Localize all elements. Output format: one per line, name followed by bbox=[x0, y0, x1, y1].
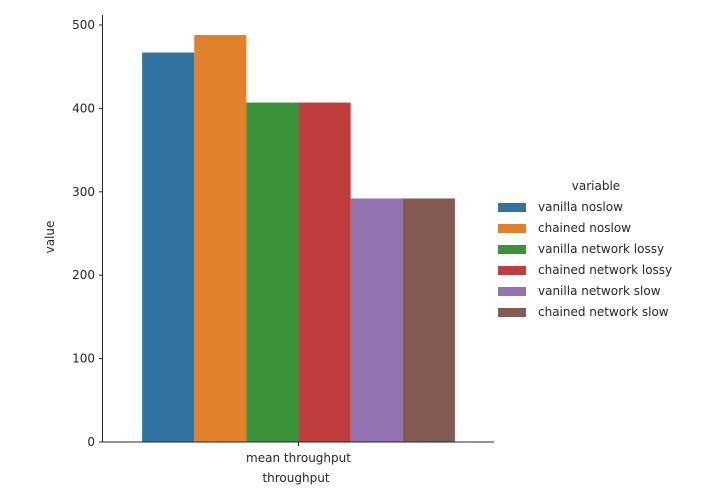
legend-label: chained network slow bbox=[538, 305, 669, 319]
legend-swatch bbox=[498, 266, 526, 275]
y-tick-label: 300 bbox=[72, 185, 95, 199]
bar bbox=[402, 198, 455, 442]
y-tick-label: 200 bbox=[72, 268, 95, 282]
legend-label: vanilla network slow bbox=[538, 284, 661, 298]
y-tick-label: 100 bbox=[72, 352, 95, 366]
x-tick-label: mean throughput bbox=[246, 451, 351, 465]
legend-label: chained noslow bbox=[538, 221, 631, 235]
y-tick-label: 0 bbox=[87, 435, 95, 449]
legend-swatch bbox=[498, 308, 526, 317]
y-tick-label: 400 bbox=[72, 101, 95, 115]
legend-label: vanilla noslow bbox=[538, 200, 623, 214]
bar bbox=[298, 102, 351, 442]
y-ticks: 0 100 200 300 400 500 bbox=[72, 18, 103, 449]
bar bbox=[246, 102, 299, 442]
y-axis-label: value bbox=[43, 221, 57, 254]
bars-layer bbox=[142, 35, 455, 443]
bar bbox=[350, 198, 403, 442]
bar bbox=[194, 35, 247, 443]
legend-label: vanilla network lossy bbox=[538, 242, 664, 256]
legend-swatch bbox=[498, 224, 526, 233]
x-ticks: mean throughput bbox=[246, 442, 351, 465]
legend-title: variable bbox=[572, 179, 620, 193]
legend-swatch bbox=[498, 245, 526, 254]
legend-swatch bbox=[498, 203, 526, 212]
bar bbox=[142, 52, 195, 442]
legend-swatch bbox=[498, 287, 526, 296]
x-axis-label: throughput bbox=[262, 471, 329, 485]
legend-items: vanilla noslow chained noslow vanilla netw… bbox=[498, 200, 672, 319]
y-tick-label: 500 bbox=[72, 18, 95, 32]
legend-label: chained network lossy bbox=[538, 263, 672, 277]
